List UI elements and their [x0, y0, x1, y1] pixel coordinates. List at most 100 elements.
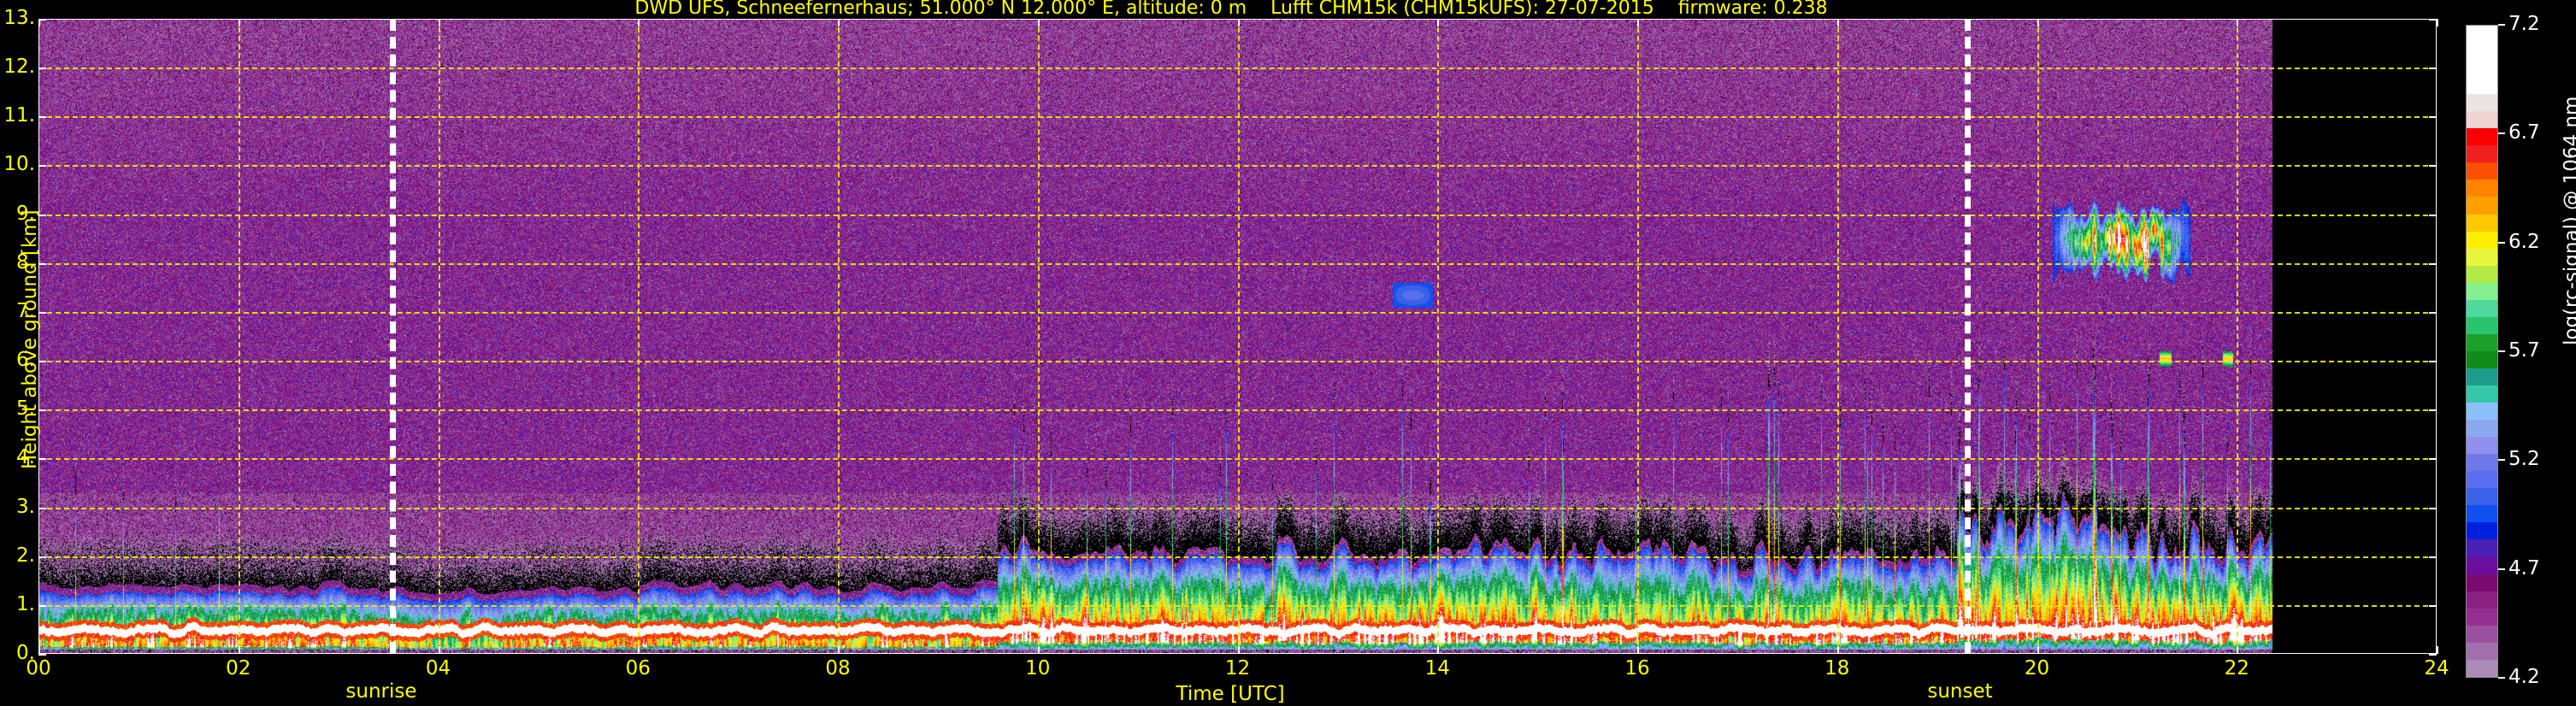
- colorbar-segment: [2467, 128, 2497, 146]
- colorbar-tick-label-67: 6.7: [2508, 121, 2540, 144]
- colorbar-segment: [2467, 488, 2497, 506]
- sunset-line: [1965, 19, 1972, 654]
- sunrise-label: sunrise: [345, 680, 417, 703]
- y-tick-label-11: 11.: [3, 104, 35, 127]
- colorbar-segment: [2467, 77, 2497, 95]
- colorbar-tick-mark: [2498, 350, 2505, 352]
- y-tick-label-10: 10.: [3, 153, 35, 176]
- colorbar-tick-mark: [2498, 568, 2505, 570]
- x-tick-mark: [1836, 19, 1839, 26]
- x-tick-label-10: 10: [1025, 657, 1051, 680]
- x-tick-label-12: 12: [1224, 657, 1251, 680]
- y-tick-label-5: 5.: [16, 397, 35, 421]
- colorbar-segment: [2467, 162, 2497, 180]
- y-tick-label-6: 6.: [16, 349, 35, 372]
- gridline-vertical: [838, 19, 840, 654]
- colorbar-segment: [2467, 94, 2497, 112]
- y-tick-mark: [2429, 19, 2437, 21]
- y-tick-mark: [2429, 507, 2437, 509]
- y-tick-mark: [2429, 361, 2437, 363]
- x-tick-mark: [1437, 646, 1440, 654]
- x-tick-mark: [1836, 646, 1839, 654]
- gridline-vertical: [1637, 19, 1639, 654]
- y-tick-label-8: 8.: [16, 250, 35, 274]
- y-tick-mark: [2429, 409, 2437, 412]
- x-tick-mark: [1437, 19, 1440, 26]
- x-tick-mark: [2437, 646, 2438, 654]
- gridline-vertical: [1836, 19, 1839, 654]
- colorbar-segment: [2467, 539, 2497, 557]
- colorbar-title: log(rc-signal) @ 1064 nm: [2561, 96, 2576, 345]
- colorbar-segment: [2467, 556, 2497, 574]
- colorbar-segment: [2467, 471, 2497, 489]
- y-tick-label-0: 0.: [16, 642, 35, 664]
- y-tick-mark: [38, 19, 46, 21]
- x-tick-mark: [1237, 19, 1240, 26]
- sunrise-line: [390, 19, 397, 654]
- gridline-vertical: [2237, 19, 2239, 654]
- colorbar-tick-mark: [2498, 24, 2505, 26]
- x-tick-mark: [238, 646, 240, 654]
- colorbar-tick-label-52: 5.2: [2508, 448, 2540, 471]
- y-tick-mark: [2429, 165, 2437, 168]
- colorbar-segment: [2467, 420, 2497, 438]
- y-tick-mark: [38, 458, 46, 461]
- x-tick-mark: [238, 19, 240, 26]
- colorbar-tick-label-42: 4.2: [2508, 666, 2540, 688]
- page-title: DWD UFS, Schneefernerhaus; 51.000° N 12.…: [634, 0, 1828, 19]
- colorbar-segment: [2467, 454, 2497, 472]
- colorbar-tick-label-47: 4.7: [2508, 556, 2540, 580]
- plot-area[interactable]: [38, 19, 2437, 654]
- x-tick-mark: [2037, 19, 2039, 26]
- colorbar-tick-label-62: 6.2: [2508, 230, 2540, 253]
- gridline-vertical: [2037, 19, 2039, 654]
- colorbar-segment: [2467, 214, 2497, 232]
- colorbar-segment: [2467, 385, 2497, 403]
- y-tick-mark: [38, 68, 46, 70]
- y-tick-mark: [38, 214, 46, 216]
- y-tick-label-13: 13.: [3, 7, 35, 29]
- colorbar-segment: [2467, 659, 2497, 677]
- x-tick-mark: [1037, 646, 1040, 654]
- x-tick-mark: [1637, 19, 1639, 26]
- colorbar-segment: [2467, 316, 2497, 334]
- y-tick-mark: [38, 556, 46, 558]
- colorbar-segment: [2467, 282, 2497, 300]
- y-tick-mark: [2429, 116, 2437, 119]
- colorbar-tick-mark: [2498, 677, 2505, 679]
- x-tick-label-04: 04: [425, 657, 451, 680]
- colorbar-segment: [2467, 299, 2497, 317]
- y-tick-label-3: 3.: [16, 495, 35, 518]
- y-tick-label-7: 7.: [16, 299, 35, 322]
- x-tick-label-02: 02: [226, 657, 251, 680]
- colorbar-segment: [2467, 350, 2497, 368]
- colorbar-tick-label-72: 7.2: [2508, 13, 2540, 35]
- sunset-label: sunset: [1927, 680, 1993, 703]
- x-tick-label-18: 18: [1824, 657, 1850, 680]
- x-tick-label-00: 00: [26, 657, 51, 680]
- x-axis-title: Time [UTC]: [1176, 683, 1285, 705]
- gridline-vertical: [1437, 19, 1440, 654]
- x-tick-label-24: 24: [2424, 657, 2449, 680]
- colorbar-segment: [2467, 197, 2497, 215]
- colorbar-gradient: [2466, 25, 2498, 678]
- gridline-vertical: [238, 19, 240, 654]
- colorbar-segment: [2467, 231, 2497, 249]
- colorbar-segment: [2467, 368, 2497, 385]
- y-tick-label-9: 9.: [16, 202, 35, 225]
- y-tick-mark: [2429, 654, 2437, 656]
- colorbar-segment: [2467, 505, 2497, 523]
- x-tick-mark: [2237, 646, 2239, 654]
- gridline-vertical: [1037, 19, 1040, 654]
- colorbar-segment: [2467, 437, 2497, 455]
- colorbar-tick-mark: [2498, 132, 2505, 135]
- colorbar[interactable]: [2466, 25, 2498, 678]
- x-tick-label-08: 08: [825, 657, 851, 680]
- colorbar-segment: [2467, 625, 2497, 643]
- x-tick-mark: [38, 19, 40, 26]
- x-tick-label-16: 16: [1624, 657, 1650, 680]
- y-tick-mark: [38, 604, 46, 607]
- colorbar-tick-label-57: 5.7: [2508, 339, 2540, 362]
- colorbar-segment: [2467, 333, 2497, 351]
